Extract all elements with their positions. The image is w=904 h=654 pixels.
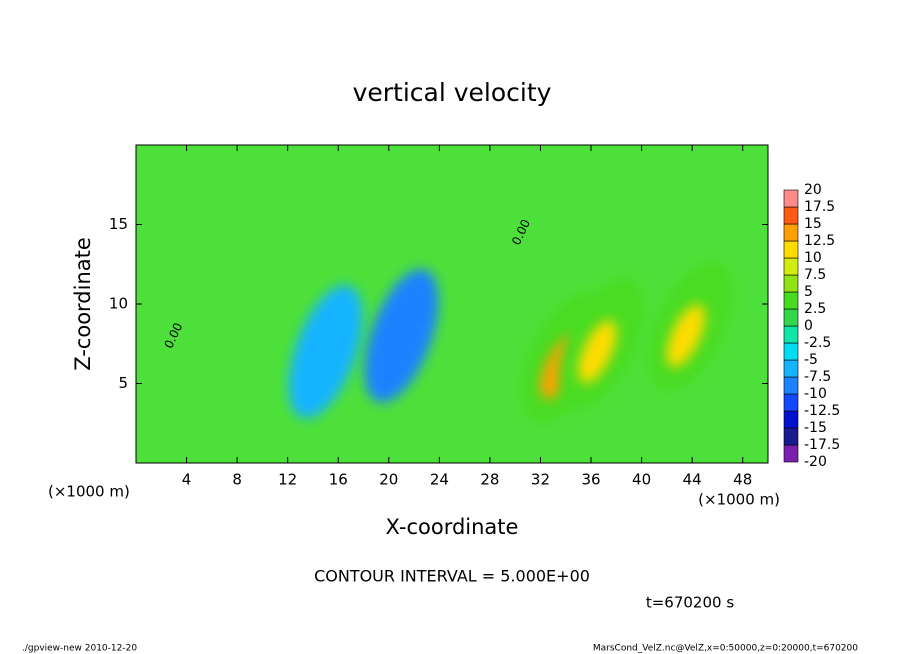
x-tick-label: 12	[278, 471, 297, 489]
field-extremum	[288, 285, 363, 419]
colorbar-band	[783, 223, 799, 242]
colorbar-label: -10	[804, 386, 827, 402]
colorbar-band	[783, 274, 799, 293]
colorbar-label: -2.5	[804, 335, 831, 351]
colorbar-label: 20	[804, 182, 822, 198]
colorbar-band	[783, 206, 799, 225]
x-tick-label: 4	[182, 471, 192, 489]
colorbar-label: 15	[804, 216, 822, 232]
colorbar-band	[783, 444, 799, 463]
colorbar-band	[783, 427, 799, 446]
colorbar-label: -20	[804, 454, 827, 470]
colorbar-label: 0	[804, 318, 813, 334]
colorbar-band	[783, 359, 799, 378]
colorbar-label: -15	[804, 420, 827, 436]
x-tick-label: 32	[531, 471, 550, 489]
x-tick-label: 24	[430, 471, 449, 489]
x-tick-label: 44	[683, 471, 702, 489]
field-extremum	[578, 320, 617, 384]
colorbar-band	[783, 308, 799, 327]
colorbar-band	[783, 410, 799, 429]
colorbar-label: 2.5	[804, 301, 826, 317]
x-axis-label: X-coordinate	[386, 515, 519, 539]
y-axis-label: Z-coordinate	[71, 237, 95, 371]
colorbar-label: 5	[804, 284, 813, 300]
colorbar-label: -12.5	[804, 403, 840, 419]
y-tick-label: 10	[109, 295, 128, 313]
y-unit: (×1000 m)	[48, 483, 130, 501]
colorbar-band	[783, 325, 799, 344]
colorbar-band	[783, 189, 799, 208]
colorbar-band	[783, 376, 799, 395]
colorbar-band	[783, 393, 799, 412]
colorbar-label: 7.5	[804, 267, 826, 283]
x-tick-label: 28	[480, 471, 499, 489]
field-extremum	[666, 304, 706, 368]
time-label: t=670200 s	[646, 594, 734, 612]
y-tick-label: 15	[109, 215, 128, 233]
colorbar-band	[783, 342, 799, 361]
x-tick-label: 48	[733, 471, 752, 489]
x-tick-label: 8	[232, 471, 242, 489]
y-tick-label: 5	[118, 374, 128, 392]
colorbar-label: 17.5	[804, 199, 835, 215]
colorbar-label: -17.5	[804, 437, 840, 453]
x-tick-label: 36	[581, 471, 600, 489]
chart-title: vertical velocity	[353, 78, 552, 107]
colorbar-label: 10	[804, 250, 822, 266]
colorbar-band	[783, 291, 799, 310]
x-tick-label: 40	[632, 471, 651, 489]
x-unit: (×1000 m)	[698, 491, 780, 509]
colorbar-label: -7.5	[804, 369, 831, 385]
field-extremum	[364, 269, 439, 403]
colorbar-band	[783, 257, 799, 276]
x-tick-label: 16	[329, 471, 348, 489]
colorbar-label: 12.5	[804, 233, 835, 249]
colorbar-band	[783, 240, 799, 259]
plot-background	[136, 145, 768, 463]
contour-interval: CONTOUR INTERVAL = 5.000E+00	[314, 567, 590, 586]
x-tick-label: 20	[379, 471, 398, 489]
footer-right: MarsCond_VelZ.nc@VelZ,x=0:50000,z=0:2000…	[593, 644, 858, 654]
colorbar-label: -5	[804, 352, 818, 368]
footer-left: ./gpview-new 2010-12-20	[22, 644, 137, 654]
